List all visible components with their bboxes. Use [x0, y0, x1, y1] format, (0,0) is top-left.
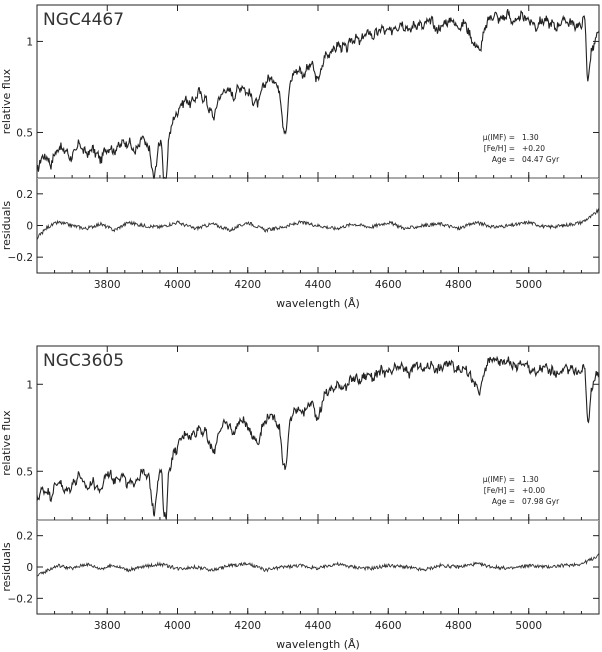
- y-tick-label: −0.2: [8, 252, 34, 264]
- fit-param-label: μ(IMF) =: [483, 475, 515, 484]
- x-tick-label: 5000: [515, 620, 542, 632]
- galaxy-name-label: NGC4467: [43, 10, 124, 30]
- x-tick-label: 4400: [305, 620, 332, 632]
- y-axis-label: residuals: [0, 201, 13, 251]
- fit-param-value: 07.98 Gyr: [522, 497, 560, 506]
- galaxy-name-label: NGC3605: [43, 351, 124, 371]
- fit-param-value: 1.30: [522, 475, 539, 484]
- x-tick-label: 4000: [164, 279, 191, 291]
- fit-param-label: Age =: [492, 497, 515, 506]
- spectrum-line: [36, 8, 600, 179]
- y-tick-label: 0.2: [16, 531, 33, 543]
- y-tick-label: 0: [26, 562, 33, 574]
- chart-panel-ngc4467: 3800 4000 4200 4400 4600 4800 5000 0.5 1 −0.2 0 0.2…: [0, 4, 600, 310]
- residuals-line: [36, 207, 600, 240]
- fit-param-label: Age =: [492, 155, 515, 164]
- y-tick-label: 0.5: [16, 466, 33, 478]
- x-tick-label: 4200: [234, 620, 261, 632]
- x-tick-label: 4400: [305, 279, 332, 291]
- x-tick-label: 4800: [445, 620, 472, 632]
- x-tick-label: 3800: [94, 279, 121, 291]
- x-tick-label: 4600: [375, 279, 402, 291]
- x-tick-label: 4000: [164, 620, 191, 632]
- x-tick-label: 4200: [234, 279, 261, 291]
- fit-param-value: +0.20: [522, 144, 545, 153]
- x-axis-label: wavelength (Å): [276, 297, 360, 310]
- fit-param-label: μ(IMF) =: [483, 133, 515, 142]
- y-tick-label: −0.2: [8, 593, 34, 605]
- y-tick-label: 0.2: [16, 189, 33, 201]
- x-axis-label: wavelength (Å): [276, 638, 360, 651]
- fit-param-value: +0.00: [522, 486, 545, 495]
- y-axis-label: relative flux: [0, 68, 13, 134]
- y-tick-label: 0.5: [16, 127, 33, 139]
- y-tick-label: 1: [26, 379, 33, 391]
- y-axis-label: relative flux: [0, 410, 13, 476]
- spectrum-line: [36, 355, 600, 520]
- residuals-frame: [36, 519, 600, 615]
- fit-param-label: [Fe/H] =: [484, 144, 515, 153]
- y-tick-label: 1: [26, 36, 33, 48]
- fit-param-value: 04.47 Gyr: [522, 155, 560, 164]
- chart-panel-ngc3605: 3800 4000 4200 4400 4600 4800 5000 0.5 1 −0.2 0 0.2…: [0, 345, 600, 651]
- x-tick-label: 5000: [515, 279, 542, 291]
- y-axis-label: residuals: [0, 542, 13, 592]
- fit-param-value: 1.30: [522, 133, 539, 142]
- x-tick-label: 3800: [94, 620, 121, 632]
- y-tick-label: 0: [26, 221, 33, 233]
- x-tick-label: 4800: [445, 279, 472, 291]
- residuals-line: [36, 552, 600, 577]
- fit-param-label: [Fe/H] =: [484, 486, 515, 495]
- x-tick-label: 4600: [375, 620, 402, 632]
